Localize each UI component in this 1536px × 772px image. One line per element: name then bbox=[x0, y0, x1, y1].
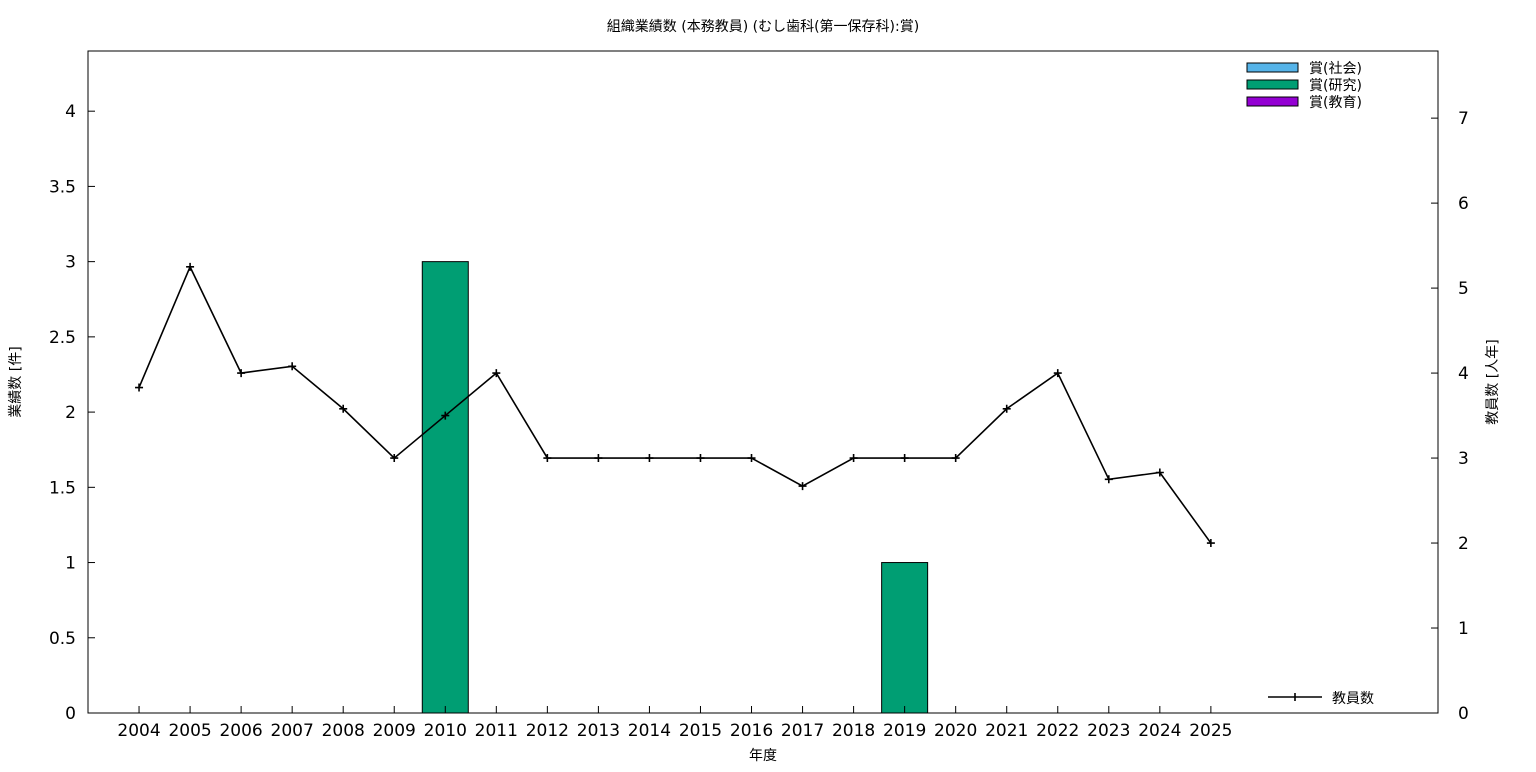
x-tick-label: 2014 bbox=[628, 721, 671, 741]
y-tick-label: 1.5 bbox=[49, 478, 76, 498]
line-point bbox=[1206, 539, 1215, 548]
line-point bbox=[288, 362, 297, 371]
line-point bbox=[798, 482, 807, 491]
x-tick-label: 2016 bbox=[730, 721, 773, 741]
y-tick-label: 1 bbox=[65, 554, 76, 574]
line-point bbox=[1155, 468, 1164, 477]
line-point bbox=[543, 454, 552, 463]
x-tick-label: 2007 bbox=[271, 721, 314, 741]
y2-tick-label: 2 bbox=[1458, 534, 1469, 554]
line-point bbox=[339, 404, 348, 413]
plot-frame bbox=[87, 50, 1439, 714]
x-tick-label: 2025 bbox=[1189, 721, 1232, 741]
x-tick-label: 2005 bbox=[168, 721, 211, 741]
x-tick-label: 2020 bbox=[934, 721, 977, 741]
x-tick-label: 2023 bbox=[1087, 721, 1130, 741]
y-tick-label: 2 bbox=[65, 403, 76, 423]
chart-title: 組織業績数 (本務教員) (むし歯科(第一保存科):賞) bbox=[607, 18, 919, 35]
y-tick-label: 3.5 bbox=[49, 177, 76, 197]
x-tick-label: 2004 bbox=[117, 721, 160, 741]
y-tick-label: 4 bbox=[65, 102, 76, 122]
x-tick-label: 2022 bbox=[1036, 721, 1079, 741]
x-tick-label: 2024 bbox=[1138, 721, 1181, 741]
x-tick-label: 2013 bbox=[577, 721, 620, 741]
legend-label: 賞(研究) bbox=[1309, 78, 1362, 94]
y-tick-label: 0 bbox=[65, 704, 76, 724]
y2-tick-label: 6 bbox=[1458, 194, 1469, 214]
x-tick-label: 2019 bbox=[883, 721, 926, 741]
x-tick-label: 2008 bbox=[322, 721, 365, 741]
line-point bbox=[645, 454, 654, 463]
y-tick-label: 0.5 bbox=[49, 629, 76, 649]
line-teachers bbox=[138, 264, 1212, 544]
legend-line-label: 教員数 bbox=[1332, 691, 1374, 707]
x-axis-label: 年度 bbox=[749, 748, 777, 764]
legend-swatch bbox=[1246, 79, 1299, 90]
x-tick-label: 2021 bbox=[985, 721, 1028, 741]
line-point bbox=[1002, 404, 1011, 413]
y-axis-label: 業績数 [件] bbox=[8, 346, 24, 417]
legend-swatch bbox=[1246, 62, 1299, 73]
line-point bbox=[492, 369, 501, 378]
line-point bbox=[135, 383, 144, 392]
y2-tick-label: 0 bbox=[1458, 704, 1469, 724]
x-tick-label: 2010 bbox=[424, 721, 467, 741]
line-point bbox=[1104, 475, 1113, 484]
line-point bbox=[696, 454, 705, 463]
legend-line-swatch bbox=[1268, 693, 1322, 701]
x-tick-label: 2017 bbox=[781, 721, 824, 741]
bar bbox=[421, 261, 469, 714]
line-point bbox=[594, 454, 603, 463]
y2-tick-label: 3 bbox=[1458, 449, 1469, 469]
legend-label: 賞(社会) bbox=[1309, 61, 1362, 77]
bar bbox=[881, 562, 929, 714]
legend-swatch bbox=[1246, 96, 1299, 107]
x-tick-label: 2006 bbox=[219, 721, 262, 741]
x-tick-label: 2009 bbox=[373, 721, 416, 741]
y-tick-label: 3 bbox=[65, 253, 76, 273]
x-tick-label: 2011 bbox=[475, 721, 518, 741]
line-point bbox=[441, 411, 450, 420]
y2-tick-label: 7 bbox=[1458, 109, 1469, 129]
line-point bbox=[900, 454, 909, 463]
line-point bbox=[951, 454, 960, 463]
legend-label: 賞(教育) bbox=[1309, 95, 1362, 111]
line-point bbox=[390, 454, 399, 463]
line-point bbox=[186, 262, 195, 271]
line-point bbox=[849, 454, 858, 463]
y2-tick-label: 5 bbox=[1458, 279, 1469, 299]
x-tick-label: 2012 bbox=[526, 721, 569, 741]
line-point bbox=[747, 454, 756, 463]
x-tick-label: 2018 bbox=[832, 721, 875, 741]
line-point bbox=[1053, 369, 1062, 378]
y2-tick-label: 4 bbox=[1458, 364, 1469, 384]
y2-tick-label: 1 bbox=[1458, 619, 1469, 639]
y-tick-label: 2.5 bbox=[49, 328, 76, 348]
y2-axis-label: 教員数 [人年] bbox=[1485, 339, 1501, 424]
line-point bbox=[237, 369, 246, 378]
x-tick-label: 2015 bbox=[679, 721, 722, 741]
